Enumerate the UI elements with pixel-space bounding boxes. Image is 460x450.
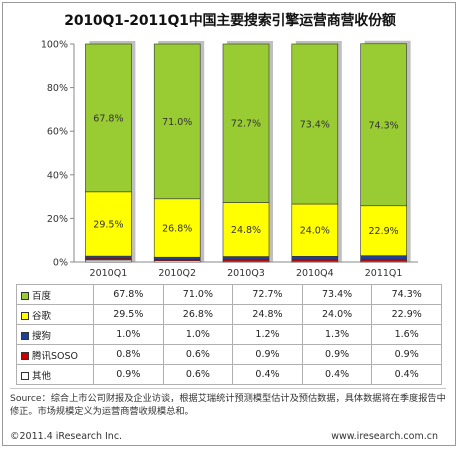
data-label: 72.7% bbox=[231, 119, 261, 130]
footer-divider bbox=[10, 388, 446, 389]
y-tick-label: 80% bbox=[47, 83, 68, 94]
series-name-cell: 其他 bbox=[16, 364, 94, 385]
x-tick-label: 2010Q4 bbox=[296, 268, 334, 279]
y-tick-label: 60% bbox=[47, 127, 68, 138]
legend-swatch bbox=[21, 372, 29, 380]
table-cell: 1.2% bbox=[232, 324, 303, 345]
bar-segment-谷歌 bbox=[291, 203, 339, 257]
legend-swatch bbox=[21, 312, 29, 320]
table-cell: 1.0% bbox=[93, 324, 164, 345]
y-tick-label: 0% bbox=[53, 258, 68, 269]
x-tick-label: 2010Q2 bbox=[158, 268, 196, 279]
bar-segment-搜狗 bbox=[222, 256, 270, 260]
bar-segment-谷歌 bbox=[222, 202, 270, 257]
table-cell: 72.7% bbox=[232, 284, 303, 305]
table-row: 其他 0.9% 0.6% 0.4% 0.4% 0.4% bbox=[16, 364, 442, 385]
table-cell: 0.9% bbox=[371, 344, 442, 365]
legend-swatch bbox=[21, 332, 29, 340]
y-tick-label: 100% bbox=[41, 40, 68, 51]
copyright-text: ©2011.4 iResearch Inc. bbox=[10, 431, 123, 442]
table-cell: 74.3% bbox=[371, 284, 442, 305]
bar-segment-搜狗 bbox=[85, 255, 132, 259]
x-tick-label: 2010Q1 bbox=[90, 268, 128, 279]
table-cell: 0.8% bbox=[93, 344, 164, 365]
table-cell: 26.8% bbox=[162, 304, 234, 325]
table-cell: 0.9% bbox=[232, 344, 303, 365]
legend-swatch bbox=[21, 292, 29, 300]
table-cell: 0.6% bbox=[162, 344, 234, 365]
bar-segment-百度 bbox=[360, 43, 407, 207]
legend-label: 搜狗 bbox=[32, 330, 52, 342]
table-cell: 0.6% bbox=[162, 364, 234, 385]
series-name-cell: 搜狗 bbox=[16, 324, 94, 345]
table-cell: 67.8% bbox=[93, 284, 164, 305]
data-label: 29.5% bbox=[93, 219, 123, 230]
table-cell: 73.4% bbox=[301, 284, 373, 305]
data-label: 26.8% bbox=[162, 223, 192, 234]
series-name-cell: 谷歌 bbox=[16, 304, 94, 325]
data-label: 22.9% bbox=[369, 226, 399, 237]
table-cell: 0.4% bbox=[232, 364, 303, 385]
legend-label: 其他 bbox=[32, 370, 52, 382]
data-label: 71.0% bbox=[162, 117, 192, 128]
data-label: 74.3% bbox=[369, 120, 399, 131]
source-note: Source：综合上市公司财报及企业访谈，根据艾瑞统计预测模型估计及预估数据，具… bbox=[10, 393, 446, 417]
bar-segment-百度 bbox=[153, 43, 201, 200]
bar-segment-搜狗 bbox=[360, 255, 407, 260]
table-cell: 1.6% bbox=[371, 324, 442, 345]
table-row: 搜狗 1.0% 1.0% 1.2% 1.3% 1.6% bbox=[16, 324, 442, 345]
table-cell: 24.0% bbox=[301, 304, 373, 325]
table-cell: 0.4% bbox=[371, 364, 442, 385]
table-cell: 1.0% bbox=[162, 324, 234, 345]
table-cell: 24.8% bbox=[232, 304, 303, 325]
bar-segment-搜狗 bbox=[291, 256, 339, 260]
stacked-bar-chart: 0% 20% 40% 60% 80% 100% 29.5% 67.8% 2010Q1 26.8% 7… bbox=[41, 40, 418, 279]
table-cell: 0.4% bbox=[301, 364, 373, 385]
legend-label: 谷歌 bbox=[32, 310, 52, 322]
bar-segment-百度 bbox=[291, 43, 339, 205]
y-tick-label: 40% bbox=[47, 170, 68, 181]
table-cell: 22.9% bbox=[371, 304, 442, 325]
data-label: 24.8% bbox=[231, 225, 261, 236]
legend-label: 百度 bbox=[32, 290, 52, 302]
x-tick-label: 2011Q1 bbox=[365, 268, 403, 279]
bar-segment-谷歌 bbox=[360, 205, 407, 256]
legend-swatch bbox=[21, 352, 29, 360]
data-label: 24.0% bbox=[300, 226, 330, 237]
table-cell: 1.3% bbox=[301, 324, 373, 345]
table-row: 百度 67.8% 71.0% 72.7% 73.4% 74.3% bbox=[16, 284, 442, 305]
bar-segment-百度 bbox=[222, 43, 270, 203]
data-label: 73.4% bbox=[300, 120, 330, 131]
website-text: www.iresearch.com.cn bbox=[331, 431, 438, 442]
table-cell: 0.9% bbox=[93, 364, 164, 385]
bar-segment-百度 bbox=[85, 43, 132, 193]
table-cell: 71.0% bbox=[162, 284, 234, 305]
x-tick-label: 2010Q3 bbox=[227, 268, 265, 279]
data-label: 67.8% bbox=[93, 113, 123, 124]
chart-title: 2010Q1-2011Q1中国主要搜索引擎运营商营收份额 bbox=[64, 13, 396, 29]
bar-segment-谷歌 bbox=[153, 198, 201, 258]
table-row: 谷歌 29.5% 26.8% 24.8% 24.0% 22.9% bbox=[16, 304, 442, 325]
series-name-cell: 腾讯SOSO bbox=[16, 344, 94, 365]
table-cell: 29.5% bbox=[93, 304, 164, 325]
legend-label: 腾讯SOSO bbox=[32, 350, 79, 362]
table-cell: 0.9% bbox=[301, 344, 373, 365]
data-table: 百度 67.8% 71.0% 72.7% 73.4% 74.3% 谷歌 29.5% 26.8% 2… bbox=[16, 284, 442, 385]
y-tick-label: 20% bbox=[47, 214, 68, 225]
series-name-cell: 百度 bbox=[16, 284, 94, 305]
bar-segment-谷歌 bbox=[85, 191, 132, 257]
table-row: 腾讯SOSO 0.8% 0.6% 0.9% 0.9% 0.9% bbox=[16, 344, 442, 365]
bar-segment-搜狗 bbox=[153, 256, 201, 260]
